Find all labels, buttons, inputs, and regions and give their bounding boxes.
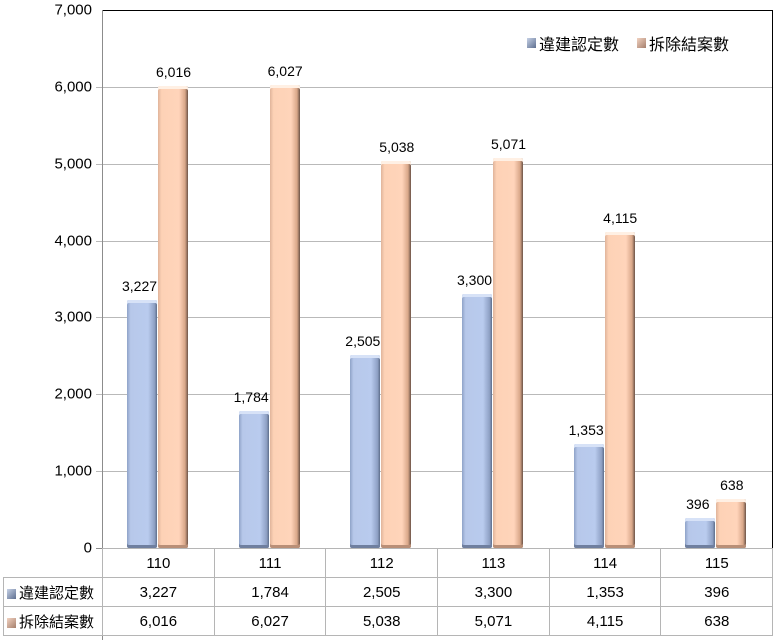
data-label: 638	[720, 476, 744, 493]
y-tick-label: 1,000	[54, 462, 92, 480]
category-label: 110	[102, 548, 215, 578]
series-name: 拆除結案數	[19, 613, 95, 631]
y-tick-label: 2,000	[54, 385, 92, 403]
bar-1-114	[573, 444, 604, 548]
table-cell: 5,038	[325, 606, 439, 636]
data-label: 6,027	[267, 62, 303, 79]
category-label: 113	[437, 548, 550, 578]
y-tick-label: 0	[83, 539, 92, 557]
bar-2-111	[269, 84, 300, 548]
data-table-row-header: 拆除結案數	[3, 606, 103, 636]
data-label: 2,505	[345, 333, 381, 350]
gridline	[96, 163, 772, 165]
gridline	[96, 86, 772, 88]
category-label: 115	[660, 548, 774, 578]
data-label: 1,353	[568, 422, 604, 438]
data-label: 3,300	[456, 272, 493, 289]
y-tick-label: 6,000	[54, 78, 92, 96]
data-table-corner	[3, 548, 103, 578]
legend-item-series-2: 拆除結案數	[637, 31, 729, 55]
bar-1-112	[350, 355, 381, 548]
table-cell: 1,353	[548, 577, 662, 607]
bar-2-113	[493, 158, 523, 548]
table-cell: 396	[660, 577, 774, 607]
table-cell: 6,027	[213, 606, 327, 636]
legend-swatch-icon	[527, 38, 536, 48]
data-table-row-header: 違建認定數	[3, 577, 103, 607]
bar-2-112	[381, 160, 412, 548]
category-label: 114	[548, 548, 662, 578]
data-label: 1,784	[233, 388, 269, 405]
bar-2-114	[604, 231, 635, 548]
legend-label: 拆除結案數	[649, 37, 730, 54]
plot-top-border	[102, 10, 772, 11]
y-tick-label: 4,000	[54, 232, 92, 250]
data-label: 5,071	[490, 136, 527, 153]
data-label: 5,038	[379, 138, 415, 155]
table-cell: 1,784	[213, 577, 327, 607]
legend-label: 違建認定數	[539, 37, 620, 54]
data-label: 4,115	[603, 209, 638, 226]
category-label: 112	[325, 548, 439, 578]
table-cell: 2,505	[325, 577, 439, 607]
data-label: 6,016	[155, 63, 192, 80]
bar-1-111	[238, 410, 269, 548]
table-cell: 3,227	[102, 577, 215, 607]
data-table-row: 拆除結案數 6,016 6,027 5,038 5,071 4,115 638	[3, 606, 774, 636]
gridline	[96, 394, 772, 396]
legend-swatch-icon	[7, 617, 16, 628]
gridline	[96, 471, 772, 473]
plot-right-border	[772, 10, 773, 548]
table-cell: 3,300	[437, 577, 550, 607]
data-table-header-row: 110 111 112 113 114 115	[3, 548, 774, 578]
table-cell: 638	[660, 606, 774, 636]
bar-2-115	[716, 498, 747, 548]
data-label: 396	[686, 495, 710, 512]
bar-1-113	[462, 294, 492, 548]
y-tick-label: 3,000	[54, 308, 92, 326]
data-table: 110 111 112 113 114 115 違建認定數 3,227 1,78…	[3, 548, 774, 636]
y-axis-line	[102, 10, 103, 640]
data-label: 3,227	[121, 277, 158, 294]
y-tick-label: 7,000	[54, 1, 92, 19]
legend-swatch-icon	[637, 38, 647, 48]
gridline	[96, 240, 772, 242]
bar-1-115	[685, 517, 716, 548]
data-table-row: 違建認定數 3,227 1,784 2,505 3,300 1,353 396	[3, 577, 774, 607]
table-cell: 4,115	[548, 606, 662, 636]
legend-swatch-icon	[7, 588, 16, 599]
gridline	[96, 317, 772, 319]
table-cell: 6,016	[102, 606, 215, 636]
series-name: 違建認定數	[19, 584, 95, 602]
bar-2-110	[158, 85, 188, 548]
bar-1-110	[127, 299, 157, 548]
table-cell: 5,071	[437, 606, 550, 636]
category-label: 111	[213, 548, 327, 578]
legend-item-series-1: 違建認定數	[527, 31, 619, 55]
legend: 違建認定數 拆除結案數	[527, 31, 729, 55]
y-tick-label: 5,000	[54, 155, 92, 173]
